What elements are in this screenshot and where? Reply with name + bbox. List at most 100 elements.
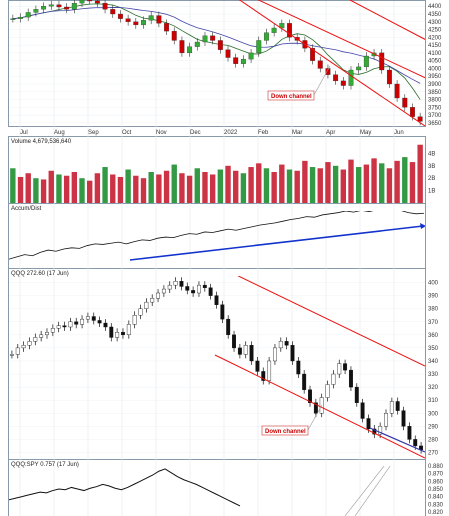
qqq-tick: 360 xyxy=(428,333,439,339)
price-candle xyxy=(248,52,254,60)
qqq-channel-lower xyxy=(214,354,425,459)
volume-bar xyxy=(156,174,162,203)
price-annotation: Down channel xyxy=(271,94,312,100)
qqq-candle xyxy=(97,320,102,324)
volume-bar xyxy=(94,173,101,203)
volume-bar xyxy=(125,169,131,203)
qqq-candle xyxy=(337,363,342,375)
volume-bar xyxy=(294,170,300,203)
qqq-candle xyxy=(325,384,330,398)
qqq-tick: 280 xyxy=(428,437,439,443)
qqq-candle xyxy=(267,360,272,381)
qqq-candle xyxy=(62,325,67,328)
volume-bars xyxy=(10,144,423,203)
price-tick: 3750 xyxy=(428,105,442,111)
volume-bar xyxy=(248,167,254,203)
x-axis-labels: Jul Aug Sep Oct Nov Dec 2022 Feb Mar Apr May Jun xyxy=(20,130,404,136)
volume-bar xyxy=(309,167,316,203)
price-candle xyxy=(287,23,292,38)
accumdist-trend-arrow xyxy=(420,223,425,229)
qqq-candle xyxy=(354,386,359,403)
volume-tick: 4B xyxy=(428,151,435,157)
qqq-candle xyxy=(302,373,307,390)
volume-y-ticks: 1B 2B 3B 4B xyxy=(428,151,435,194)
volume-bar xyxy=(271,172,277,203)
qqq-channel-upper xyxy=(237,276,425,367)
x-label: Jun xyxy=(394,130,404,136)
price-candle xyxy=(325,68,331,75)
price-candle xyxy=(317,60,323,69)
volume-bar xyxy=(240,173,247,203)
qqq-candle xyxy=(179,281,184,287)
volume-bar xyxy=(379,163,385,203)
ratio-tick: 0.860 xyxy=(428,479,444,485)
qqq-tick: 310 xyxy=(428,398,439,404)
qqq-candle xyxy=(208,287,213,296)
accumdist-trendline xyxy=(129,225,424,261)
volume-bar xyxy=(87,180,93,203)
qqq-tick: 270 xyxy=(428,450,439,456)
qqq-tick: 370 xyxy=(428,320,439,326)
price-candle xyxy=(310,48,316,61)
qqq-candle xyxy=(39,334,44,338)
price-candle xyxy=(18,16,23,19)
volume-bar xyxy=(63,175,70,203)
volume-bar xyxy=(317,168,323,203)
price-tick: 3700 xyxy=(428,113,442,119)
volume-bar xyxy=(363,164,370,203)
qqq-tick: 340 xyxy=(428,359,439,365)
volume-panel-frame xyxy=(8,136,426,204)
qqq-candle xyxy=(296,360,301,375)
ratio-panel-frame xyxy=(8,459,426,516)
price-tick: 4000 xyxy=(428,66,442,72)
price-tick: 4150 xyxy=(428,43,442,49)
price-channel-upper xyxy=(257,0,425,79)
price-channel-lower xyxy=(238,0,425,126)
volume-bar xyxy=(286,169,293,203)
price-candle xyxy=(333,74,339,82)
ratio-pointer-2 xyxy=(354,466,391,516)
qqq-y-ticks: 270 280 290 300 310 320 330 340 350 360 370 380 390 4… xyxy=(428,281,439,457)
price-candle xyxy=(187,46,193,54)
volume-bar xyxy=(302,160,308,203)
price-candle xyxy=(156,15,162,24)
qqq-candle xyxy=(313,402,318,414)
x-label: Nov xyxy=(156,130,167,136)
price-tick: 3950 xyxy=(428,74,442,80)
qqq-candle xyxy=(220,304,225,320)
qqq-candle xyxy=(202,284,207,288)
price-candle xyxy=(148,15,154,21)
volume-title: Volume 4,679,536,640 xyxy=(11,139,72,145)
qqq-candle xyxy=(109,326,114,338)
qqq-candle xyxy=(249,345,254,362)
accumdist-title: Accum/Dist xyxy=(11,206,42,212)
volume-bar xyxy=(148,172,154,203)
price-candle xyxy=(48,4,54,7)
ratio-line xyxy=(9,468,241,507)
qqq-candle xyxy=(407,426,412,440)
qqq-tick: 390 xyxy=(428,294,439,300)
volume-bar xyxy=(371,158,377,203)
qqq-candle xyxy=(378,426,383,435)
price-candle xyxy=(379,52,385,71)
qqq-annotation-box xyxy=(261,425,309,436)
qqq-tick: 400 xyxy=(428,281,439,287)
price-tick: 4300 xyxy=(428,20,442,26)
moving-average-line xyxy=(12,7,421,84)
volume-bar xyxy=(171,164,177,203)
volume-bar xyxy=(225,165,231,203)
accumdist-panel-frame xyxy=(8,203,426,270)
volume-bar xyxy=(355,167,362,203)
volume-bar xyxy=(332,165,339,203)
qqq-candle xyxy=(395,401,400,411)
price-candle xyxy=(79,0,85,4)
qqq-tick: 380 xyxy=(428,307,439,313)
x-label: Oct xyxy=(122,130,132,136)
qqq-candle xyxy=(150,298,155,303)
price-candle xyxy=(64,6,70,10)
volume-bar xyxy=(217,169,224,203)
price-candle xyxy=(10,18,16,20)
qqq-candle xyxy=(331,373,336,385)
